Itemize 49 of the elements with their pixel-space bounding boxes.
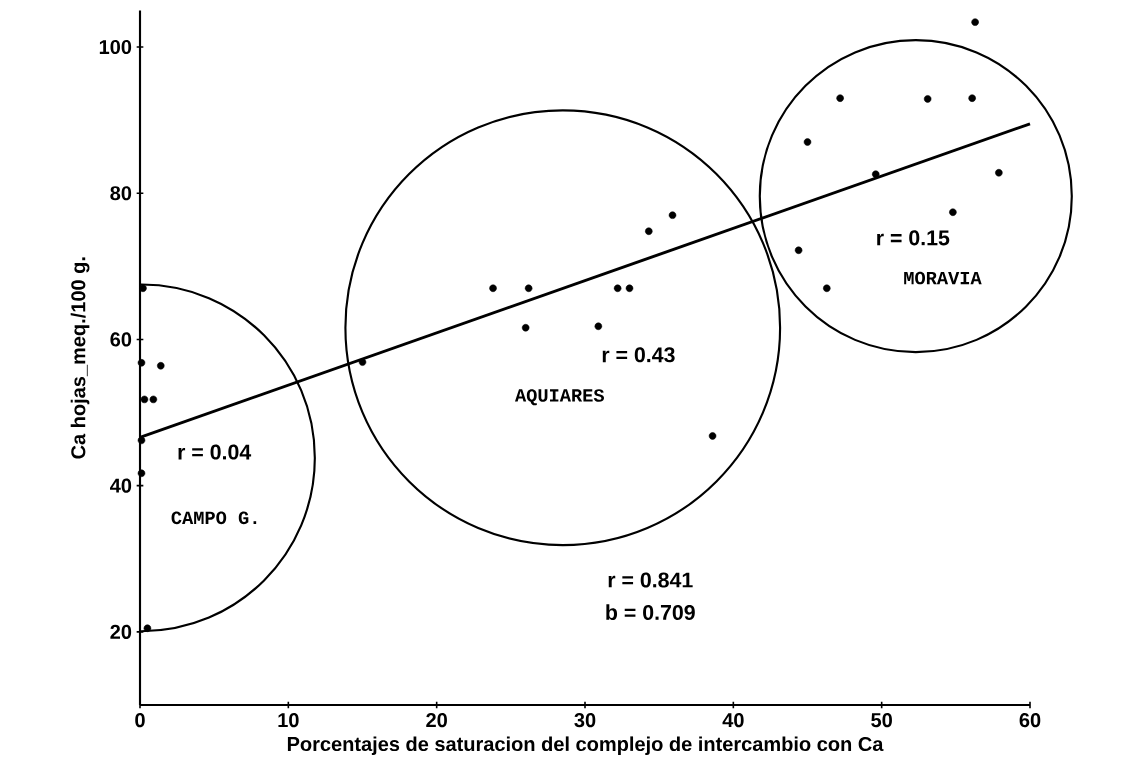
point <box>968 94 976 102</box>
point <box>836 94 844 102</box>
x-tick-label: 0 <box>135 713 145 728</box>
x-tick-label: 20 <box>426 713 447 728</box>
point <box>149 395 158 404</box>
point <box>157 362 165 370</box>
y-tick-label: 80 <box>110 186 132 201</box>
point <box>137 436 146 445</box>
y-tick-label: 100 <box>99 39 132 55</box>
annotation: r = 0.15 <box>877 230 950 246</box>
point <box>872 170 880 178</box>
x-tick-label: 60 <box>1019 713 1041 728</box>
point <box>923 95 932 103</box>
point <box>803 138 812 146</box>
point <box>521 324 530 332</box>
point <box>137 469 146 477</box>
x-tick-label: 10 <box>278 713 299 728</box>
point <box>594 322 603 331</box>
point <box>625 284 634 293</box>
annotation: r = 0.04 <box>178 444 252 460</box>
y-tick-label: 40 <box>110 478 132 493</box>
annotation: b = 0.709 <box>606 604 695 620</box>
point <box>613 284 622 293</box>
point <box>995 169 1003 177</box>
point <box>137 359 146 367</box>
annotation: CAMPO G. <box>171 511 257 525</box>
point <box>140 395 149 404</box>
annotation: r = 0.841 <box>608 572 693 588</box>
y-tick-label: 60 <box>110 332 132 347</box>
point <box>971 18 979 26</box>
annotation: MORAVIA <box>904 271 982 285</box>
annotation: AQUIARES <box>514 389 604 406</box>
point <box>489 284 497 293</box>
point <box>645 227 653 235</box>
point <box>949 208 957 216</box>
annotation: r = 0.43 <box>602 347 675 363</box>
x-tick-label: 50 <box>871 713 892 728</box>
x-axis-title: Porcentajes de saturacion del complejo de intercambio con Ca <box>287 736 884 756</box>
point <box>708 432 717 440</box>
y-axis-title: Ca hojas_meq./100 g. <box>70 257 90 459</box>
point <box>143 624 152 632</box>
point <box>668 211 677 219</box>
point <box>823 284 831 293</box>
point <box>524 284 533 293</box>
point <box>794 246 803 254</box>
x-tick-label: 40 <box>722 713 744 728</box>
point <box>358 358 367 366</box>
x-tick-label: 30 <box>574 713 596 728</box>
y-tick-label: 20 <box>110 624 132 639</box>
